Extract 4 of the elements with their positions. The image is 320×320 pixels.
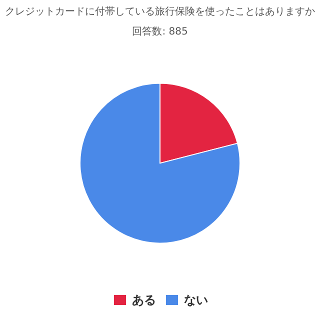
legend-label: ない: [184, 293, 208, 307]
legend-label: ある: [132, 293, 156, 307]
chart-title: クレジットカードに付帯している旅行保険を使ったことはありますか: [5, 6, 315, 18]
chart-subtitle: 回答数: 885: [132, 26, 188, 38]
